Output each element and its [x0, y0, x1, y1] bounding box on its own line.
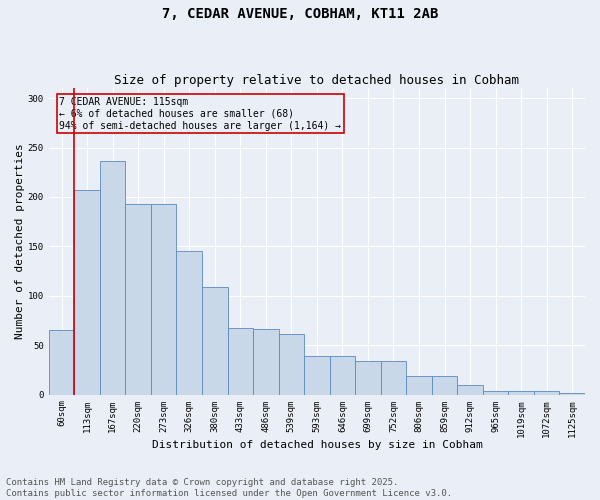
- Bar: [559, 393, 585, 394]
- Bar: [483, 391, 508, 394]
- Bar: [534, 391, 559, 394]
- Bar: [432, 376, 457, 394]
- Bar: [49, 330, 74, 394]
- Bar: [202, 287, 227, 395]
- Bar: [355, 361, 381, 394]
- Bar: [176, 252, 202, 394]
- Y-axis label: Number of detached properties: Number of detached properties: [15, 144, 25, 340]
- Bar: [100, 162, 125, 394]
- Bar: [227, 328, 253, 394]
- Text: 7, CEDAR AVENUE, COBHAM, KT11 2AB: 7, CEDAR AVENUE, COBHAM, KT11 2AB: [162, 8, 438, 22]
- Bar: [253, 330, 278, 394]
- Title: Size of property relative to detached houses in Cobham: Size of property relative to detached ho…: [115, 74, 520, 87]
- Bar: [151, 204, 176, 394]
- Bar: [406, 376, 432, 394]
- Bar: [278, 334, 304, 394]
- Text: Contains HM Land Registry data © Crown copyright and database right 2025.
Contai: Contains HM Land Registry data © Crown c…: [6, 478, 452, 498]
- Bar: [74, 190, 100, 394]
- Bar: [329, 356, 355, 395]
- Bar: [304, 356, 329, 395]
- X-axis label: Distribution of detached houses by size in Cobham: Distribution of detached houses by size …: [152, 440, 482, 450]
- Bar: [381, 361, 406, 394]
- Bar: [125, 204, 151, 394]
- Bar: [508, 391, 534, 394]
- Bar: [457, 385, 483, 394]
- Text: 7 CEDAR AVENUE: 115sqm
← 6% of detached houses are smaller (68)
94% of semi-deta: 7 CEDAR AVENUE: 115sqm ← 6% of detached …: [59, 98, 341, 130]
